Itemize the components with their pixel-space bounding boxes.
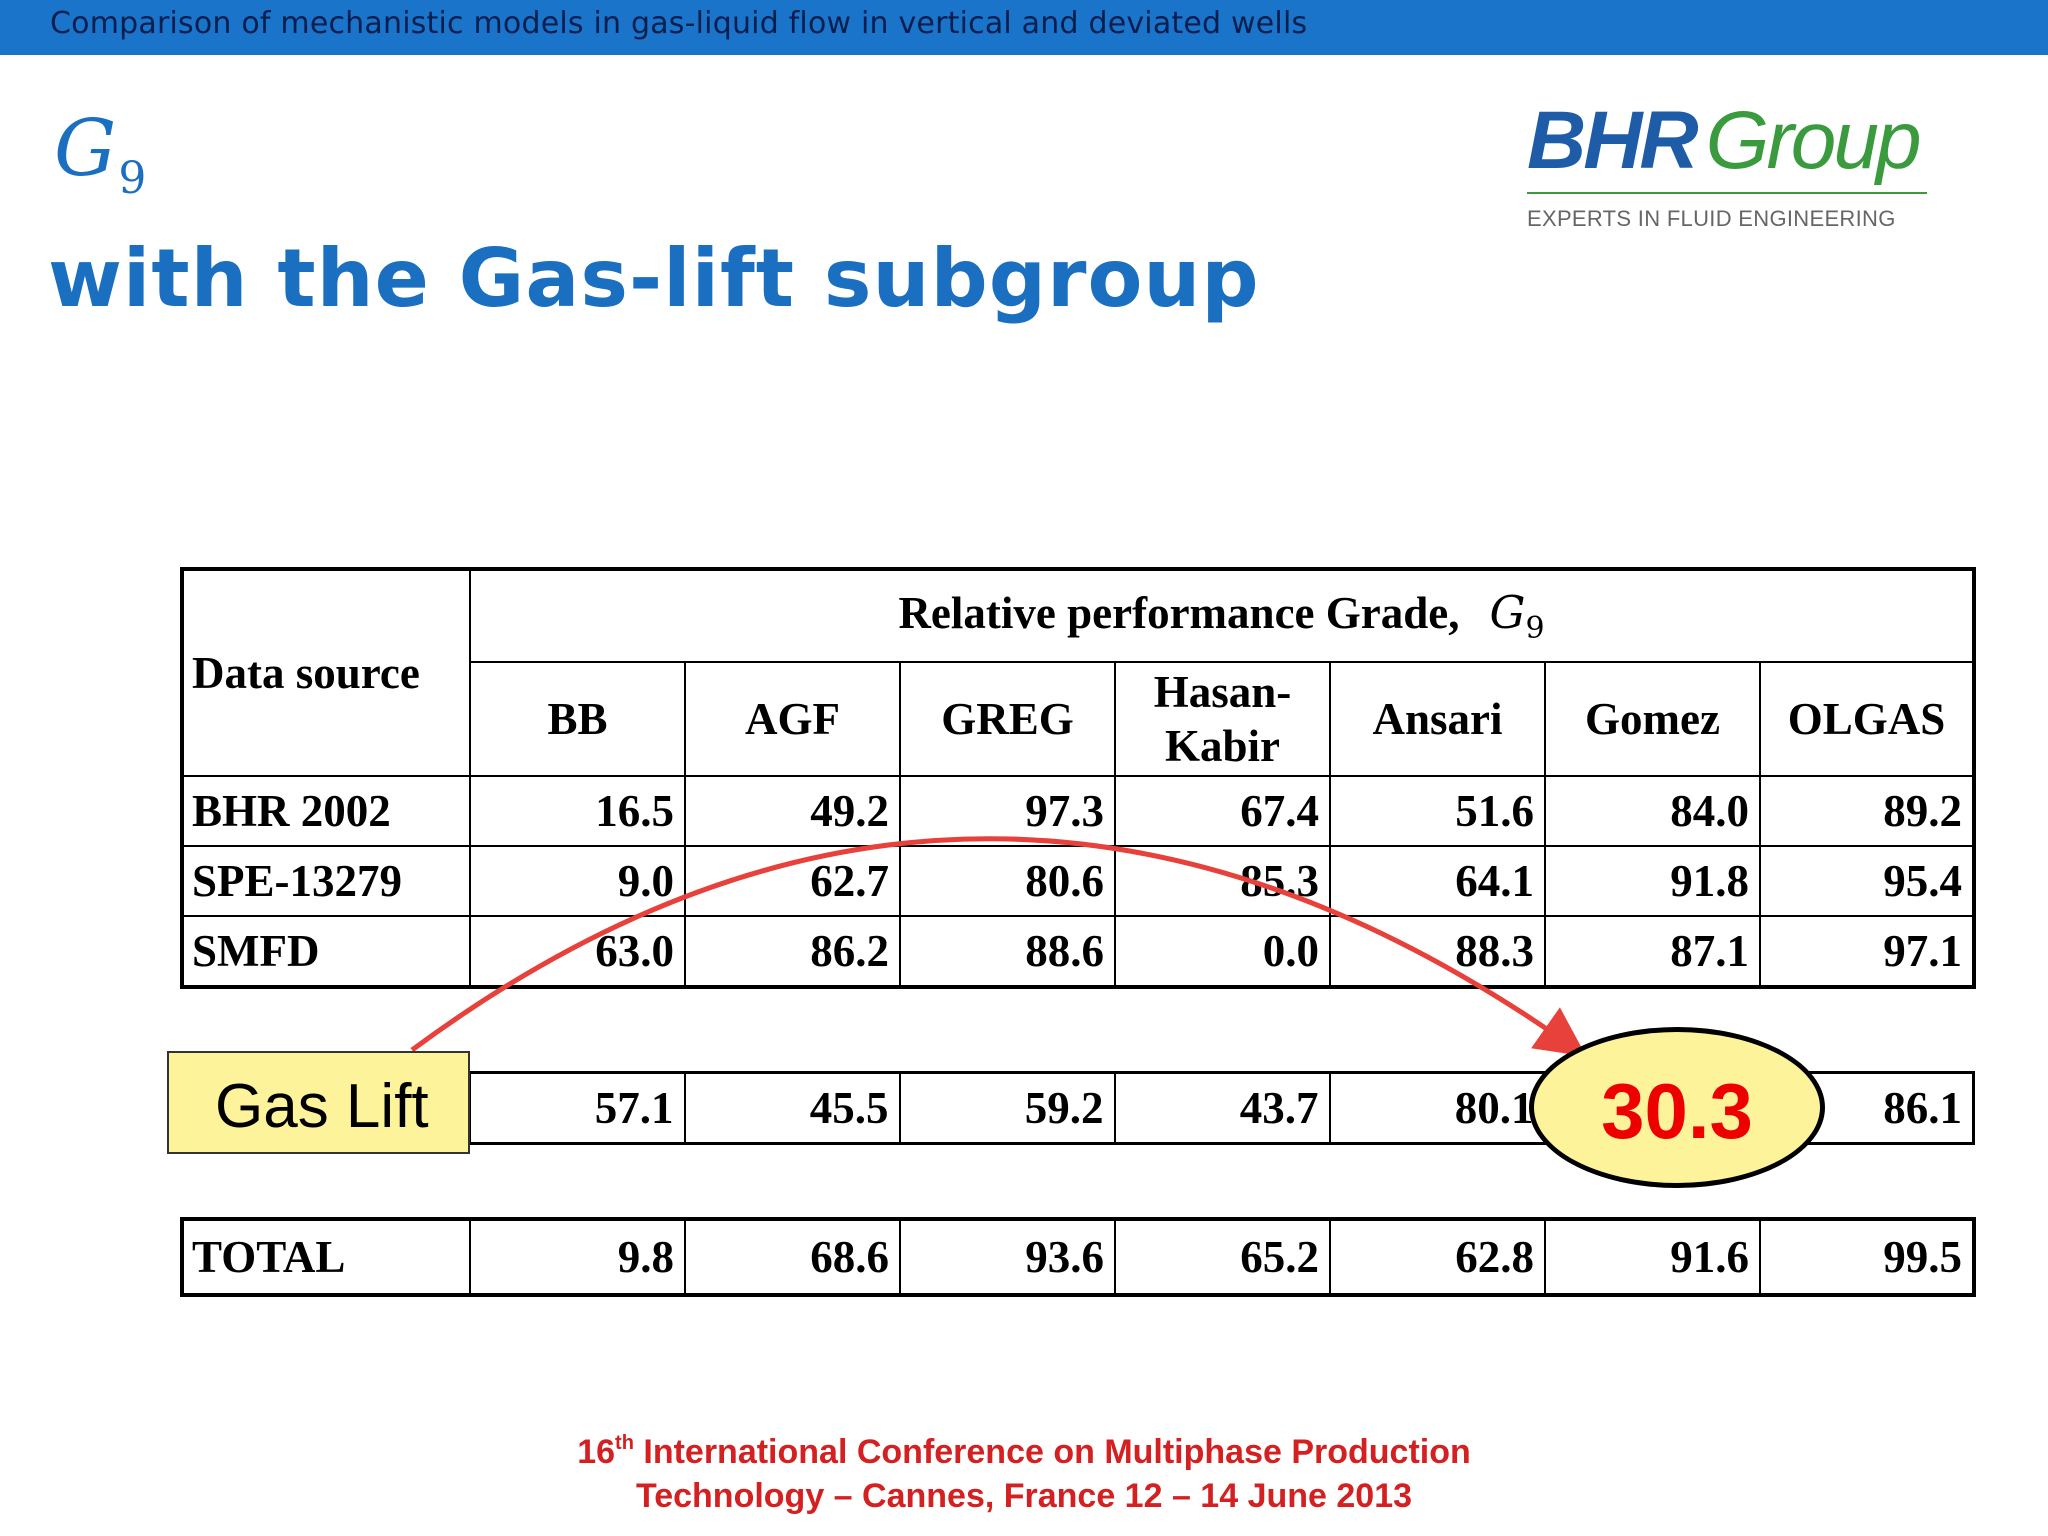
table-cell: 9.0: [469, 845, 686, 917]
grade-header: Relative performance Grade, G9: [469, 568, 1975, 663]
column-header-olgas: OLGAS: [1759, 661, 1975, 777]
column-header-greg: GREG: [899, 661, 1116, 777]
bhr-group-logo: BHR Group EXPERTS IN FLUID ENGINEERING: [1505, 100, 1945, 250]
grade-header-symbol: G9: [1489, 586, 1545, 646]
table-cell: 80.6: [899, 845, 1116, 917]
total-row: TOTAL 9.8 68.6 93.6 65.2 62.8 91.6 99.5: [181, 1218, 1975, 1296]
logo-tagline: EXPERTS IN FLUID ENGINEERING: [1527, 206, 1896, 231]
table-cell: 85.3: [1114, 845, 1331, 917]
table-cell: 43.7: [1113, 1071, 1331, 1145]
table-cell: 0.0: [1114, 915, 1331, 988]
table-header-row: Data source Relative performance Grade, G…: [181, 568, 1975, 777]
grade-header-symbol-letter: G: [1489, 586, 1526, 639]
column-header-agf: AGF: [684, 661, 901, 777]
footer-line-1-text: International Conference on Multiphase P…: [633, 1433, 1471, 1471]
column-header-ansari: Ansari: [1329, 661, 1546, 777]
table-row: SPE-13279 9.0 62.7 80.6 85.3 64.1 91.8 9…: [181, 845, 1975, 917]
footer-line-1: 16th International Conference on Multiph…: [0, 1430, 2048, 1474]
table-cell: 95.4: [1759, 845, 1975, 917]
table-cell: 16.5: [469, 775, 686, 847]
table-cell: 59.2: [898, 1071, 1116, 1145]
grade-header-symbol-subscript: 9: [1525, 611, 1545, 646]
grade-symbol-letter: G: [54, 104, 117, 194]
logo-brand-light: Group: [1705, 95, 1922, 186]
table-cell: 62.8: [1329, 1218, 1546, 1296]
footer-ordinal: 16: [577, 1433, 616, 1471]
performance-table: Data source Relative performance Grade, G…: [180, 567, 1976, 989]
total-label: TOTAL: [181, 1218, 471, 1296]
table-cell: 86.2: [684, 915, 901, 988]
table-cell: 65.2: [1114, 1218, 1331, 1296]
row-source-label: SMFD: [181, 915, 471, 988]
grade-header-label: Relative performance Grade,: [898, 588, 1460, 638]
table-cell: 49.2: [684, 775, 901, 847]
grade-symbol: G9: [54, 110, 146, 201]
table-cell: 93.6: [899, 1218, 1116, 1296]
table-cell: 45.5: [683, 1071, 901, 1145]
table-cell: 89.2: [1759, 775, 1975, 847]
table-cell: 68.6: [684, 1218, 901, 1296]
table-cell: 62.7: [684, 845, 901, 917]
table-cell: 64.1: [1329, 845, 1546, 917]
logo-wordmark: BHR Group: [1527, 100, 1922, 182]
table-cell: 80.1: [1328, 1071, 1546, 1145]
conference-footer: 16th International Conference on Multiph…: [0, 1430, 2048, 1518]
table-row: SMFD 63.0 86.2 88.6 0.0 88.3 87.1 97.1: [181, 915, 1975, 988]
slide-title: with the Gas-lift subgroup: [48, 232, 1260, 325]
table-cell: 91.8: [1544, 845, 1761, 917]
table-cell: 84.0: [1544, 775, 1761, 847]
column-header-bb: BB: [469, 661, 686, 777]
column-header-row: BB AGF GREG Hasan- Kabir Ansari Gomez OLG…: [182, 661, 1975, 777]
data-source-header: Data source: [181, 568, 471, 777]
table-row: BHR 2002 16.5 49.2 97.3 67.4 51.6 84.0 8…: [181, 775, 1975, 847]
gas-lift-callout: Gas Lift: [167, 1051, 470, 1154]
table-cell: 57.1: [468, 1071, 686, 1145]
logo-brand-bold: BHR: [1527, 95, 1699, 186]
table-cell: 88.3: [1329, 915, 1546, 988]
column-header-hasan-kabir: Hasan- Kabir: [1114, 661, 1331, 777]
gas-lift-label: Gas Lift: [215, 1072, 429, 1141]
table-cell: 97.3: [899, 775, 1116, 847]
grade-symbol-subscript: 9: [118, 153, 147, 204]
footer-line-2: Technology – Cannes, France 12 – 14 June…: [635, 1477, 1413, 1515]
logo-rule: [1527, 192, 1927, 194]
row-source-label: SPE-13279: [181, 845, 471, 917]
highlight-value: 30.3: [1601, 1067, 1753, 1155]
running-title: Comparison of mechanistic models in gas-…: [50, 6, 1308, 41]
table-cell: 91.6: [1544, 1218, 1761, 1296]
row-source-label: BHR 2002: [181, 775, 471, 847]
table-cell: 51.6: [1329, 775, 1546, 847]
table-cell: 67.4: [1114, 775, 1331, 847]
column-header-gomez: Gomez: [1544, 661, 1761, 777]
table-cell: 87.1: [1544, 915, 1761, 988]
top-banner: Comparison of mechanistic models in gas-…: [0, 0, 2048, 55]
table-cell: 63.0: [469, 915, 686, 988]
table-cell: 88.6: [899, 915, 1116, 988]
footer-ordinal-suffix: th: [615, 1432, 634, 1454]
highlight-ellipse: 30.3: [1529, 1027, 1825, 1188]
column-header-hasan-line2: Kabir: [1164, 721, 1280, 771]
table-cell: 9.8: [469, 1218, 686, 1296]
table-cell: 97.1: [1759, 915, 1975, 988]
table-cell: 99.5: [1759, 1218, 1975, 1296]
total-table: TOTAL 9.8 68.6 93.6 65.2 62.8 91.6 99.5: [180, 1217, 1976, 1297]
column-header-hasan-line1: Hasan-: [1153, 667, 1292, 717]
